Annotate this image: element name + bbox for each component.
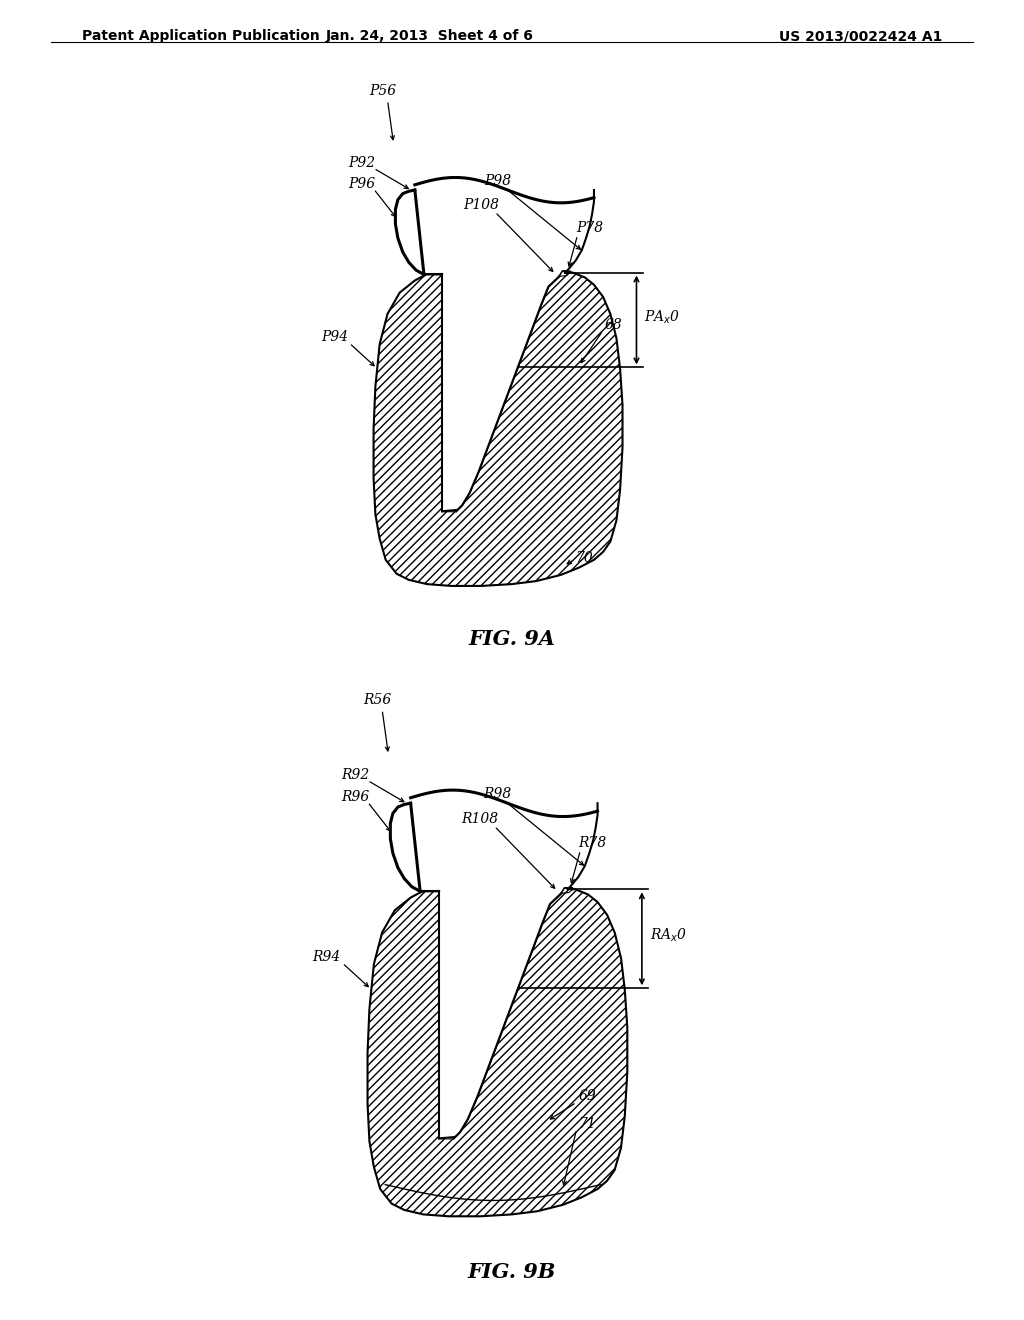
Text: US 2013/0022424 A1: US 2013/0022424 A1 bbox=[778, 29, 942, 44]
Text: R98: R98 bbox=[483, 787, 512, 801]
Text: R96: R96 bbox=[341, 789, 370, 804]
Text: P56: P56 bbox=[370, 84, 396, 98]
Text: P98: P98 bbox=[484, 174, 512, 189]
Polygon shape bbox=[374, 272, 623, 586]
Text: R56: R56 bbox=[364, 693, 391, 708]
Text: P78: P78 bbox=[575, 220, 603, 235]
Text: FIG. 9A: FIG. 9A bbox=[469, 630, 555, 649]
Polygon shape bbox=[559, 272, 569, 276]
Polygon shape bbox=[368, 888, 628, 1216]
Text: 69: 69 bbox=[579, 1089, 596, 1104]
Polygon shape bbox=[439, 891, 561, 1138]
Text: P108: P108 bbox=[464, 198, 500, 213]
Text: FIG. 9B: FIG. 9B bbox=[468, 1262, 556, 1282]
Text: P92: P92 bbox=[348, 156, 375, 170]
Text: R94: R94 bbox=[312, 950, 341, 964]
Text: 68: 68 bbox=[604, 318, 622, 333]
Polygon shape bbox=[442, 275, 559, 511]
Text: P94: P94 bbox=[321, 330, 348, 345]
Text: 70: 70 bbox=[575, 550, 594, 565]
Text: RA$_x$0: RA$_x$0 bbox=[650, 927, 687, 944]
Text: Jan. 24, 2013  Sheet 4 of 6: Jan. 24, 2013 Sheet 4 of 6 bbox=[326, 29, 535, 44]
Text: R108: R108 bbox=[461, 813, 499, 826]
Text: R92: R92 bbox=[341, 768, 370, 783]
Text: PA$_x$0: PA$_x$0 bbox=[644, 309, 681, 326]
Text: Patent Application Publication: Patent Application Publication bbox=[82, 29, 319, 44]
Polygon shape bbox=[561, 888, 572, 894]
Text: 71: 71 bbox=[579, 1117, 596, 1131]
Text: R78: R78 bbox=[579, 836, 607, 850]
Text: P96: P96 bbox=[348, 177, 375, 190]
